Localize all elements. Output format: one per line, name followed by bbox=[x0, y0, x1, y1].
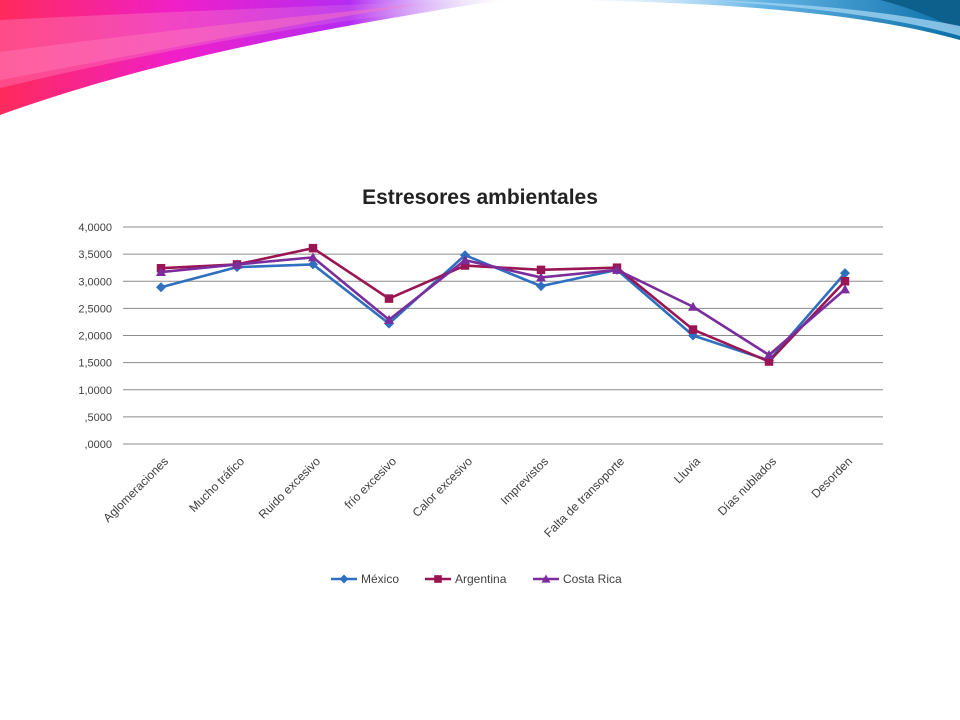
data-point bbox=[460, 261, 470, 270]
x-tick-label: Mucho tráfico bbox=[186, 454, 247, 515]
y-tick-label: 3,0000 bbox=[78, 276, 112, 288]
y-tick-label: 2,0000 bbox=[78, 331, 112, 343]
x-tick-label: frío excesivo bbox=[342, 454, 400, 512]
series-layer bbox=[156, 243, 850, 366]
data-point bbox=[536, 272, 546, 282]
data-point bbox=[688, 325, 698, 334]
data-point bbox=[384, 314, 394, 324]
gridlines bbox=[123, 226, 883, 445]
legend-label: México bbox=[361, 572, 399, 586]
data-point bbox=[434, 575, 442, 583]
y-axis: ,0000 ,5000 1,0000 1,5000 2,0000 2,5000 3,0000… bbox=[78, 222, 112, 451]
x-tick-label: Días nublados bbox=[715, 454, 779, 518]
data-point bbox=[764, 350, 774, 360]
y-tick-label: 4,0000 bbox=[78, 222, 112, 234]
line-chart: Estresores ambientales ,0000 ,5000 1,0000 1… bbox=[78, 186, 883, 586]
data-point bbox=[840, 268, 850, 279]
x-tick-label: Lluvia bbox=[671, 454, 703, 486]
legend-item: Costa Rica bbox=[533, 572, 622, 586]
series-line bbox=[160, 253, 846, 362]
legend-item: México bbox=[331, 572, 399, 586]
legend-item: Argentina bbox=[425, 572, 507, 586]
x-tick-label: Imprevistos bbox=[498, 454, 551, 507]
x-tick-label: Desorden bbox=[808, 454, 855, 501]
x-axis: Aglomeraciones Mucho tráfico Ruido excesiv… bbox=[100, 454, 855, 540]
data-point bbox=[308, 252, 318, 262]
data-point bbox=[764, 357, 774, 366]
y-tick-label: 2,5000 bbox=[78, 303, 112, 315]
data-point bbox=[339, 574, 349, 584]
data-point bbox=[541, 574, 551, 583]
data-point bbox=[536, 281, 546, 292]
y-tick-label: ,5000 bbox=[84, 412, 112, 424]
x-tick-label: Ruido excesivo bbox=[256, 454, 324, 522]
series-costa-rica bbox=[156, 252, 850, 360]
data-point bbox=[840, 284, 850, 294]
legend: México Argentina Costa Rica bbox=[331, 572, 622, 586]
y-tick-label: 1,5000 bbox=[78, 358, 112, 370]
y-tick-label: ,0000 bbox=[84, 439, 112, 451]
data-point bbox=[232, 259, 242, 269]
data-point bbox=[536, 265, 546, 275]
header-swoosh-decoration bbox=[0, 0, 960, 115]
data-point bbox=[308, 259, 318, 270]
legend-label: Costa Rica bbox=[563, 572, 622, 586]
series-line bbox=[160, 256, 846, 357]
data-point bbox=[460, 255, 470, 265]
data-point bbox=[688, 301, 698, 311]
data-point bbox=[612, 264, 622, 274]
chart-title: Estresores ambientales bbox=[362, 186, 598, 209]
data-point bbox=[308, 243, 318, 253]
legend-label: Argentina bbox=[455, 572, 507, 586]
data-point bbox=[156, 282, 166, 293]
y-tick-label: 1,0000 bbox=[78, 385, 112, 397]
data-point bbox=[156, 267, 166, 277]
x-tick-label: Calor excesivo bbox=[410, 454, 476, 520]
data-point bbox=[384, 294, 394, 303]
x-tick-label: Falta de transoporte bbox=[541, 454, 627, 540]
x-tick-label: Aglomeraciones bbox=[100, 454, 171, 525]
y-tick-label: 3,5000 bbox=[78, 249, 112, 261]
data-point bbox=[840, 277, 850, 286]
